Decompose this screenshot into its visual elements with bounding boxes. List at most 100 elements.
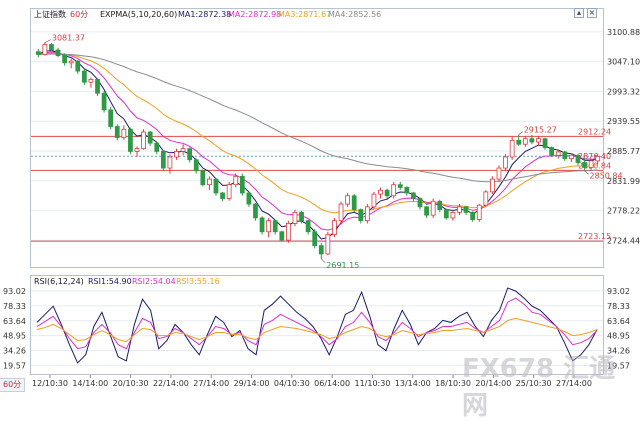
candle-up <box>134 148 140 152</box>
rsi-y-axis: 93.02 93.02 78.33 78.33 63.64 63.64 48.95 48.95… <box>3 287 630 370</box>
panel-close-icon[interactable]: × <box>587 8 597 18</box>
candle-up <box>476 204 482 220</box>
price-annotation: 2691.15 <box>326 261 359 270</box>
x-tick-label: 27/14:00 <box>556 379 592 388</box>
fx678-watermark: FX678 汇通网 <box>462 354 616 421</box>
candle-up <box>121 128 127 138</box>
price-annotation: 3081.37 <box>52 34 85 43</box>
period-selector-button[interactable]: 60分 <box>0 378 26 392</box>
candle-up <box>522 138 528 145</box>
main-y-tick-label: 2831.99 <box>607 177 640 186</box>
candle-up <box>503 156 508 169</box>
candle-down <box>516 139 522 145</box>
candle-down <box>384 189 390 197</box>
candle-down <box>272 220 278 233</box>
candle-up <box>595 156 601 162</box>
rsi-y-tick-label-left: 34.26 <box>3 346 26 355</box>
main-y-tick-label: 2885.77 <box>607 147 640 156</box>
candle-down <box>35 51 41 55</box>
candle-down <box>95 79 100 94</box>
candle-down <box>187 148 193 161</box>
rsi-y-tick-label-left: 19.57 <box>3 361 26 370</box>
candle-down <box>75 60 81 72</box>
candle-down <box>305 220 311 233</box>
candle-up <box>88 79 94 83</box>
candle-up <box>207 178 212 186</box>
x-tick-label: 25/10:30 <box>516 379 552 388</box>
candle-down <box>351 195 357 210</box>
candle-down <box>200 170 206 186</box>
candle-up <box>332 220 337 235</box>
candle-up <box>371 193 377 208</box>
candle-down <box>220 192 225 199</box>
candles <box>35 42 601 259</box>
candle-up <box>496 167 502 180</box>
stock-chart[interactable]: 2912.24 2850.84 2723.15 2876.40 3081.37 2691… <box>0 0 640 400</box>
candle-down <box>424 206 429 216</box>
price-annotation: 2915.27 <box>524 126 557 135</box>
main-y-tick-label: 3047.10 <box>607 58 640 67</box>
candle-down <box>62 55 67 64</box>
price-annotations: 3081.37 2691.15 2915.27 2850.84 <box>44 34 623 270</box>
x-tick-label: 29/14:00 <box>234 379 270 388</box>
candle-down <box>279 231 285 241</box>
rsi-line-rsi1 <box>36 287 598 364</box>
rsi-y-tick-label-left: 63.64 <box>3 317 26 326</box>
header-ma3: MA3:2871.67 <box>278 10 331 19</box>
candle-down <box>582 162 587 168</box>
annotation-pointer <box>584 170 589 175</box>
candle-down <box>562 151 568 160</box>
candle-down <box>549 147 555 156</box>
candle-down <box>246 192 252 205</box>
candle-down <box>81 70 87 83</box>
rsi-line-rsi3 <box>36 317 598 343</box>
rsi-y-tick-label-left: 93.02 <box>3 287 26 296</box>
x-tick-label: 20/10:30 <box>113 379 149 388</box>
header-ma2: MA2:2872.98 <box>228 10 281 19</box>
panel-settings-icon[interactable]: ▴ <box>574 8 584 18</box>
candle-up <box>292 211 298 224</box>
candle-up <box>391 184 397 197</box>
candle-down <box>108 109 114 127</box>
candle-up <box>286 223 291 241</box>
candle-down <box>154 142 160 152</box>
x-tick-label: 06/14:00 <box>314 379 350 388</box>
candle-down <box>101 92 107 111</box>
main-y-tick-label: 3100.88 <box>607 28 640 37</box>
candle-up <box>180 148 186 152</box>
x-tick-label: 18/10:30 <box>435 379 471 388</box>
candle-up <box>490 178 495 193</box>
candle-up <box>536 138 541 143</box>
main-y-tick-label: 2993.32 <box>607 87 640 96</box>
reference-line-label: 2850.84 <box>578 161 611 170</box>
x-tick-label: 12/10:30 <box>32 379 68 388</box>
candle-up <box>430 200 436 216</box>
rsi-header-rsi3: RSI3:55.16 <box>176 277 220 286</box>
candle-down <box>318 245 324 255</box>
candle-down <box>160 151 166 169</box>
rsi-header-indicator: RSI(6,12,24) <box>34 277 84 286</box>
candle-up <box>226 184 232 199</box>
candle-down <box>147 131 153 144</box>
header-period: 60分 <box>70 10 88 19</box>
candle-up <box>233 175 239 186</box>
rsi-lines <box>36 287 598 364</box>
x-tick-label: 13/14:00 <box>395 379 431 388</box>
rsi-y-tick-label-right: 19.57 <box>607 361 630 370</box>
main-y-axis: 3100.88 3047.10 2993.32 2939.55 2885.77 2831.… <box>607 28 640 246</box>
x-tick-label: 14/14:00 <box>72 379 108 388</box>
header-ma4: MA4:2852.56 <box>328 10 381 19</box>
candle-up <box>555 151 561 156</box>
current-price-label: 2876.40 <box>578 152 611 161</box>
rsi-grid <box>31 290 603 366</box>
candle-up <box>450 211 456 219</box>
x-tick-label: 27/14:00 <box>193 379 229 388</box>
candle-down <box>128 128 133 152</box>
candle-up <box>174 151 179 158</box>
main-y-tick-label: 2778.22 <box>607 207 640 216</box>
candle-up <box>42 44 48 55</box>
candle-down <box>437 200 443 210</box>
candle-down <box>358 209 364 222</box>
candle-down <box>417 198 423 208</box>
candle-up <box>167 156 173 169</box>
